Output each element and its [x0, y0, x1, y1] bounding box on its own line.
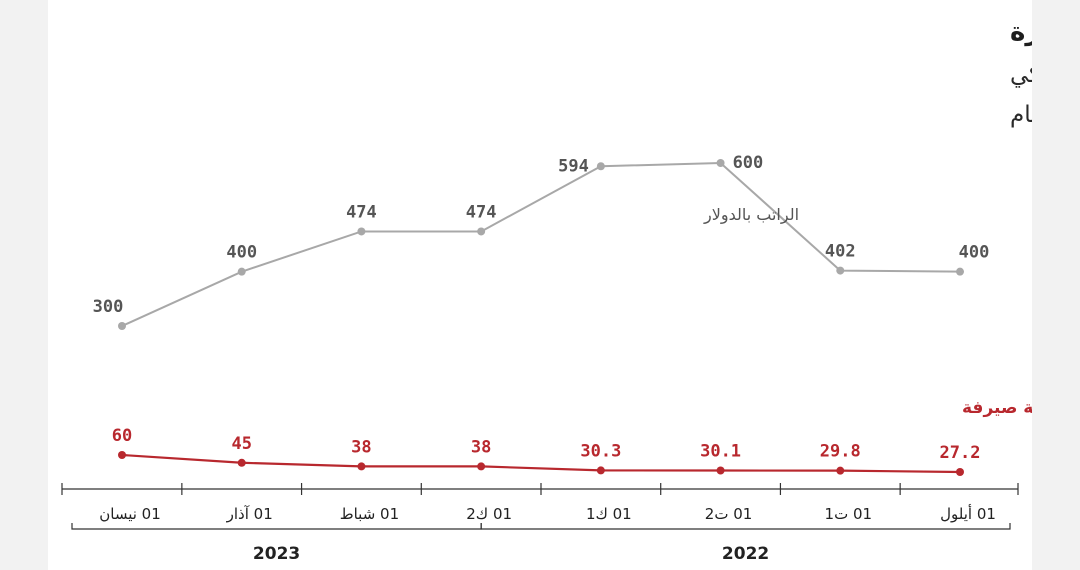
data-point	[477, 462, 486, 471]
x-tick-label: 01 ك2	[466, 505, 512, 523]
data-label: 45	[231, 434, 251, 454]
data-label: 30.3	[580, 441, 621, 461]
data-label: 30.1	[700, 441, 741, 461]
data-label: 402	[825, 242, 856, 262]
year-label: 2023	[253, 544, 300, 564]
x-tick-label: 01 آذار	[226, 505, 273, 523]
data-point	[956, 468, 964, 476]
data-point	[118, 322, 126, 330]
data-label: 474	[346, 202, 377, 222]
chart-subtitle-line-1: بين أول أيلول 2022 وأول نيسان 2023 بالدو…	[1010, 59, 1032, 88]
data-label: 600	[733, 153, 764, 173]
data-label: 60	[112, 426, 132, 446]
data-point	[716, 159, 725, 167]
x-tick-label: 01 أيلول	[940, 504, 996, 523]
data-label: 400	[226, 243, 257, 263]
salary-chart: تطوّر المعاش الشهري لأستاذ جامعي تقاعده …	[61, 15, 1032, 564]
data-point	[357, 462, 366, 471]
data-label: 400	[959, 243, 990, 263]
data-point	[237, 458, 246, 467]
data-label: 38	[471, 437, 491, 457]
data-point	[477, 227, 486, 236]
data-label: 594	[558, 156, 589, 176]
data-point	[118, 451, 126, 459]
data-point	[716, 466, 725, 475]
series-label-sayrafa: منصة صيرفة	[962, 398, 1032, 418]
x-tick-label: 01 ت2	[705, 505, 753, 523]
year-bracket	[480, 523, 1011, 530]
data-label: 27.2	[940, 443, 981, 463]
data-point	[836, 266, 845, 275]
data-label: 29.8	[820, 442, 861, 462]
series-line-1	[121, 161, 961, 327]
data-label: 300	[93, 297, 124, 317]
data-point	[596, 466, 605, 475]
chart-subtitle-line-2: وفق تطوّر سعر صيرفة للقطاع العام	[1010, 102, 1032, 128]
data-point	[956, 267, 964, 276]
x-tick-label: 01 نيسان	[99, 505, 161, 523]
year-bracket	[71, 523, 482, 530]
data-point	[357, 227, 366, 236]
plot-area: 400 402 600 594 474 474 400 300 27.2 29.8 30.1 30.3…	[61, 153, 1032, 564]
data-label: 474	[466, 202, 497, 222]
data-point	[237, 267, 246, 276]
x-tick-label: 01 شباط	[340, 505, 399, 523]
series-line-2	[121, 453, 961, 474]
data-point	[836, 466, 845, 475]
x-tick-label: 01 ت1	[825, 505, 873, 523]
data-label: 38	[351, 437, 371, 457]
series-label-usd: الراتب بالدولار	[703, 205, 799, 225]
chart-card: تطوّر المعاش الشهري لأستاذ جامعي تقاعده …	[48, 0, 1032, 570]
x-tick-label: 01 ك1	[586, 505, 632, 523]
data-point	[596, 162, 605, 171]
chart-title: تطوّر المعاش الشهري لأستاذ جامعي تقاعده …	[1010, 15, 1032, 47]
year-label: 2022	[722, 544, 769, 564]
